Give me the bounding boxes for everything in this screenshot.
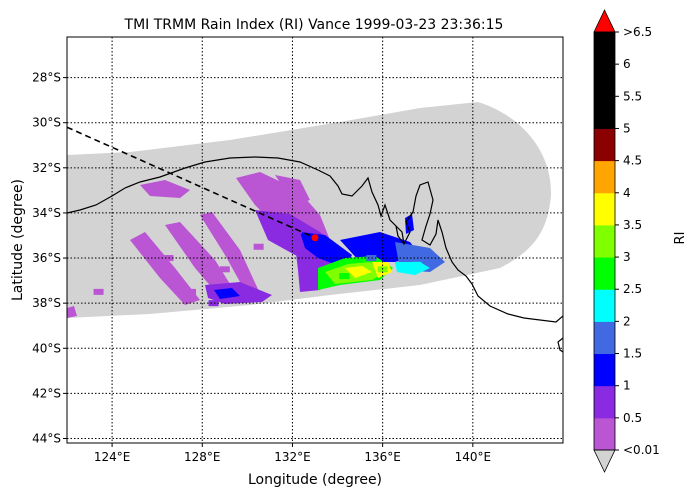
y-tick-label: 40°S — [32, 341, 61, 355]
y-tick-label: 38°S — [32, 296, 61, 310]
colorbar-over-arrow — [593, 9, 616, 33]
rain-region — [275, 175, 310, 205]
colorbar-segment — [594, 353, 615, 387]
y-tick-label: 42°S — [32, 386, 61, 400]
colorbar-tick-label: <0.01 — [623, 443, 660, 457]
rain-cell — [411, 261, 422, 268]
colorbar-segment — [594, 32, 615, 65]
rain-region — [140, 180, 190, 198]
tasmania-edge — [557, 337, 563, 353]
rain-region — [300, 232, 352, 268]
y-tick-label: 44°S — [32, 431, 61, 445]
colorbar-segment — [594, 128, 615, 162]
coastline — [67, 156, 563, 323]
x-tick-label: 140°E — [455, 450, 492, 464]
colorbar-segment — [594, 257, 615, 290]
x-tick-label: 128°E — [184, 450, 221, 464]
colorbar-segment — [594, 417, 615, 451]
colorbar-segment — [594, 192, 615, 226]
x-tick-label: 132°E — [274, 450, 311, 464]
y-tick-label: 32°S — [32, 161, 61, 175]
rain-cell — [291, 227, 302, 234]
colorbar-label: RI — [673, 232, 688, 245]
y-tick-label: 30°S — [32, 116, 61, 130]
y-tick-label: 34°S — [32, 206, 61, 220]
y-tick-label: 36°S — [32, 251, 61, 265]
colorbar-tick-label: >6.5 — [623, 25, 652, 39]
rain-cell — [328, 246, 339, 253]
colorbar-tick-label: 0.5 — [623, 411, 642, 425]
rain-cell — [186, 288, 196, 295]
colorbar-segment — [594, 289, 615, 322]
rain-region — [67, 306, 77, 318]
rain-region — [405, 214, 414, 234]
rain-region — [345, 266, 372, 278]
rain-region — [200, 212, 262, 300]
colorbar: <0.01 0.5 1 1.5 2 2.5 3 3.5 4 4.5 5 5.5 6 >6.5 — [593, 9, 660, 473]
rain-cell — [163, 255, 174, 262]
x-axis-label: Longitude (degree) — [248, 472, 382, 488]
colorbar-tick-label: 2 — [623, 314, 631, 328]
storm-track-line — [67, 126, 316, 239]
rain-cell — [253, 243, 264, 250]
colorbar-under-arrow — [593, 449, 616, 473]
rain-cell — [242, 293, 253, 300]
rain-cell — [208, 300, 219, 307]
plot-frame — [66, 36, 564, 444]
colorbar-tick-label: 2.5 — [623, 282, 642, 296]
storm-center-marker — [311, 234, 319, 242]
colorbar-segment — [594, 64, 615, 97]
colorbar-tick-label: 3 — [623, 250, 631, 264]
rain-cell — [219, 266, 230, 273]
y-axis-label: Latitude (degree) — [10, 179, 26, 301]
x-tick-label: 136°E — [364, 450, 401, 464]
colorbar-tick-label: 3.5 — [623, 218, 642, 232]
rain-field — [67, 172, 445, 318]
rain-region — [214, 288, 240, 299]
colorbar-tick-label: 1.5 — [623, 347, 642, 361]
colorbar-tick-label: 1 — [623, 379, 631, 393]
rain-region — [130, 232, 200, 305]
colorbar-segment — [594, 321, 615, 355]
colorbar-segment — [594, 96, 615, 129]
chart-title: TMI TRMM Rain Index (RI) Vance 1999-03-2… — [124, 17, 504, 33]
rain-cell — [93, 288, 104, 295]
colorbar-tick-label: 5.5 — [623, 89, 642, 103]
rain-cell — [366, 255, 377, 262]
grid-lines — [67, 37, 563, 443]
coastline-inlet — [395, 225, 405, 245]
rain-cell — [339, 273, 350, 280]
y-axis-ticks: 28°S 30°S 32°S 34°S 36°S 38°S 40°S 42°S 44°S — [32, 71, 67, 445]
colorbar-segment — [594, 385, 615, 419]
colorbar-segment — [594, 224, 615, 258]
x-axis-ticks: 124°E 128°E 132°E 136°E 140°E — [94, 443, 491, 464]
colorbar-tick-label: 5 — [623, 121, 631, 135]
colorbar-segment — [594, 160, 615, 194]
colorbar-frame — [593, 31, 616, 451]
colorbar-tick-label: 4.5 — [623, 154, 642, 168]
colorbar-tick-label: 4 — [623, 186, 631, 200]
y-tick-label: 28°S — [32, 71, 61, 85]
colorbar-tick-label: 6 — [623, 57, 631, 71]
x-tick-label: 124°E — [94, 450, 131, 464]
rain-cell — [264, 198, 275, 205]
